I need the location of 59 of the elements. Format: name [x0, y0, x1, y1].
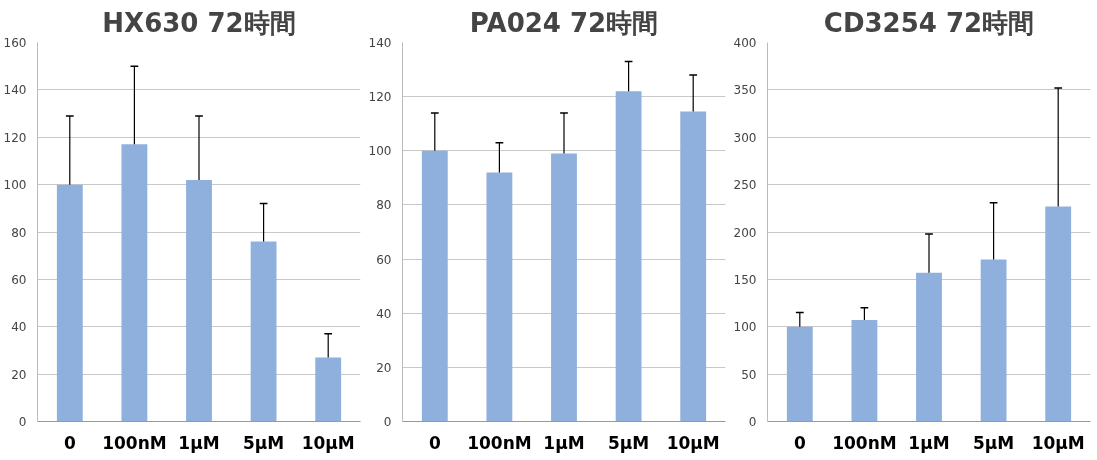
x-tick-label: 5μM: [972, 432, 1015, 453]
y-tick-label: 0: [18, 415, 27, 429]
bar: [551, 153, 577, 422]
chart-title: PA024 72時間: [469, 7, 659, 38]
x-tick-label: 100nM: [102, 432, 167, 453]
bar: [615, 91, 642, 422]
y-tick-label: 20: [11, 367, 27, 382]
y-tick-label: 100: [368, 144, 392, 159]
y-tick-label: 20: [376, 360, 392, 375]
y-tick-label: 160: [3, 36, 27, 50]
y-tick-label: 100: [733, 320, 757, 335]
x-tick-label: 0: [793, 432, 806, 453]
y-tick-label: 40: [11, 320, 27, 335]
x-tick-label: 100nM: [467, 432, 532, 453]
y-tick-label: 200: [733, 225, 757, 240]
bar: [486, 172, 513, 422]
y-tick-label: 150: [733, 272, 757, 287]
bar: [980, 259, 1007, 422]
y-tick-label: 300: [733, 130, 757, 145]
bar: [250, 241, 277, 422]
y-tick-label: 120: [3, 130, 27, 145]
y-tick-label: 40: [376, 306, 392, 321]
bar: [786, 326, 813, 422]
bar: [1045, 206, 1072, 422]
x-tick-label: 10μM: [301, 432, 355, 453]
x-tick-label: 1μM: [908, 432, 950, 453]
bar: [186, 179, 212, 422]
chart-title: CD3254 72時間: [823, 7, 1035, 38]
y-tick-label: 350: [733, 83, 757, 98]
bar: [421, 150, 448, 422]
bar: [121, 144, 148, 422]
y-tick-label: 0: [383, 415, 392, 429]
y-tick-label: 140: [3, 83, 27, 98]
bar: [916, 272, 942, 422]
x-tick-label: 10μM: [1031, 432, 1085, 453]
y-tick-label: 140: [368, 36, 392, 50]
x-tick-label: 0: [63, 432, 76, 453]
y-tick-label: 400: [733, 36, 757, 50]
y-tick-label: 60: [376, 252, 392, 267]
y-tick-label: 100: [3, 178, 27, 193]
bar: [56, 184, 83, 422]
y-tick-label: 0: [748, 415, 757, 429]
bar: [315, 357, 342, 422]
x-tick-label: 5μM: [242, 432, 285, 453]
y-tick-label: 80: [11, 225, 27, 240]
x-tick-label: 10μM: [666, 432, 720, 453]
y-tick-label: 250: [733, 178, 757, 193]
y-tick-label: 80: [376, 198, 392, 213]
x-tick-label: 1μM: [178, 432, 220, 453]
x-tick-label: 0: [428, 432, 441, 453]
x-tick-label: 100nM: [832, 432, 897, 453]
y-tick-label: 60: [11, 272, 27, 287]
chart-title: HX630 72時間: [102, 7, 296, 38]
bar: [680, 111, 707, 422]
y-tick-label: 50: [741, 367, 757, 382]
y-tick-label: 120: [368, 90, 392, 105]
bar: [851, 320, 878, 422]
x-tick-label: 1μM: [543, 432, 585, 453]
x-tick-label: 5μM: [607, 432, 650, 453]
